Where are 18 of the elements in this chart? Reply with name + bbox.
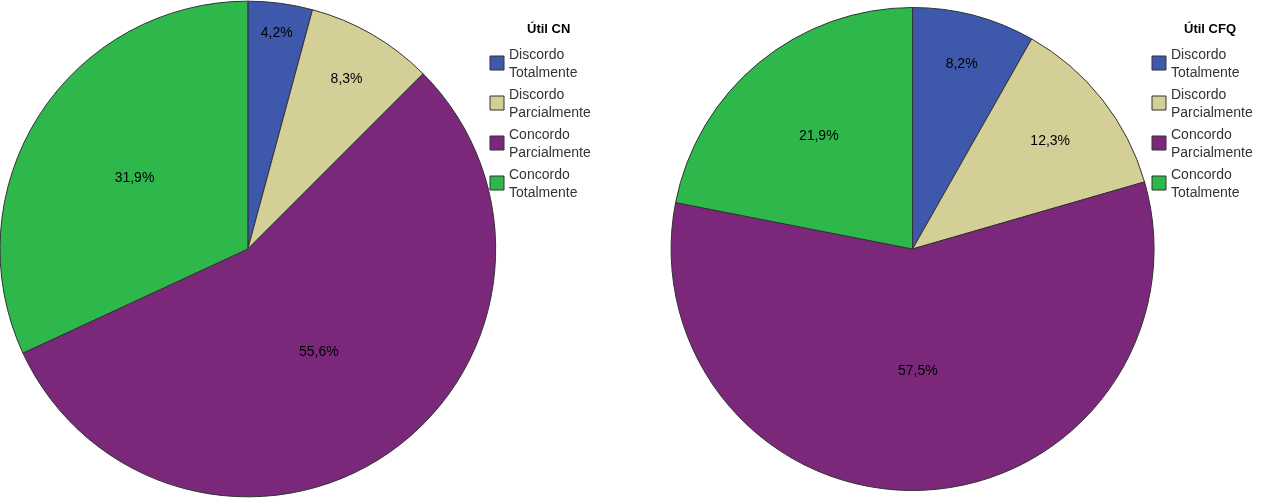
legend-label: Discordo Totalmente: [1171, 46, 1240, 81]
legend-label: Discordo Totalmente: [509, 46, 578, 81]
data-label: 8,3%: [330, 70, 363, 87]
data-label: 55,6%: [298, 342, 339, 359]
legend-label: Discordo Parcialmente: [1171, 86, 1253, 121]
legend-label: Concordo Totalmente: [509, 166, 578, 201]
legend-label: Concordo Totalmente: [1171, 166, 1240, 201]
data-label: 4,2%: [260, 23, 293, 40]
legend-label: Concordo Parcialmente: [509, 126, 591, 161]
data-label: 31,9%: [114, 168, 155, 185]
legend-label: Concordo Parcialmente: [1171, 126, 1253, 161]
data-label: 12,3%: [1030, 132, 1071, 149]
legend-title: Útil CFQ: [1184, 21, 1236, 36]
legend-title: Útil CN: [527, 21, 571, 36]
legend-label: Discordo Parcialmente: [509, 86, 591, 121]
data-label: 21,9%: [798, 127, 839, 143]
data-label: 57,5%: [898, 361, 938, 378]
data-label: 8,2%: [945, 54, 978, 71]
